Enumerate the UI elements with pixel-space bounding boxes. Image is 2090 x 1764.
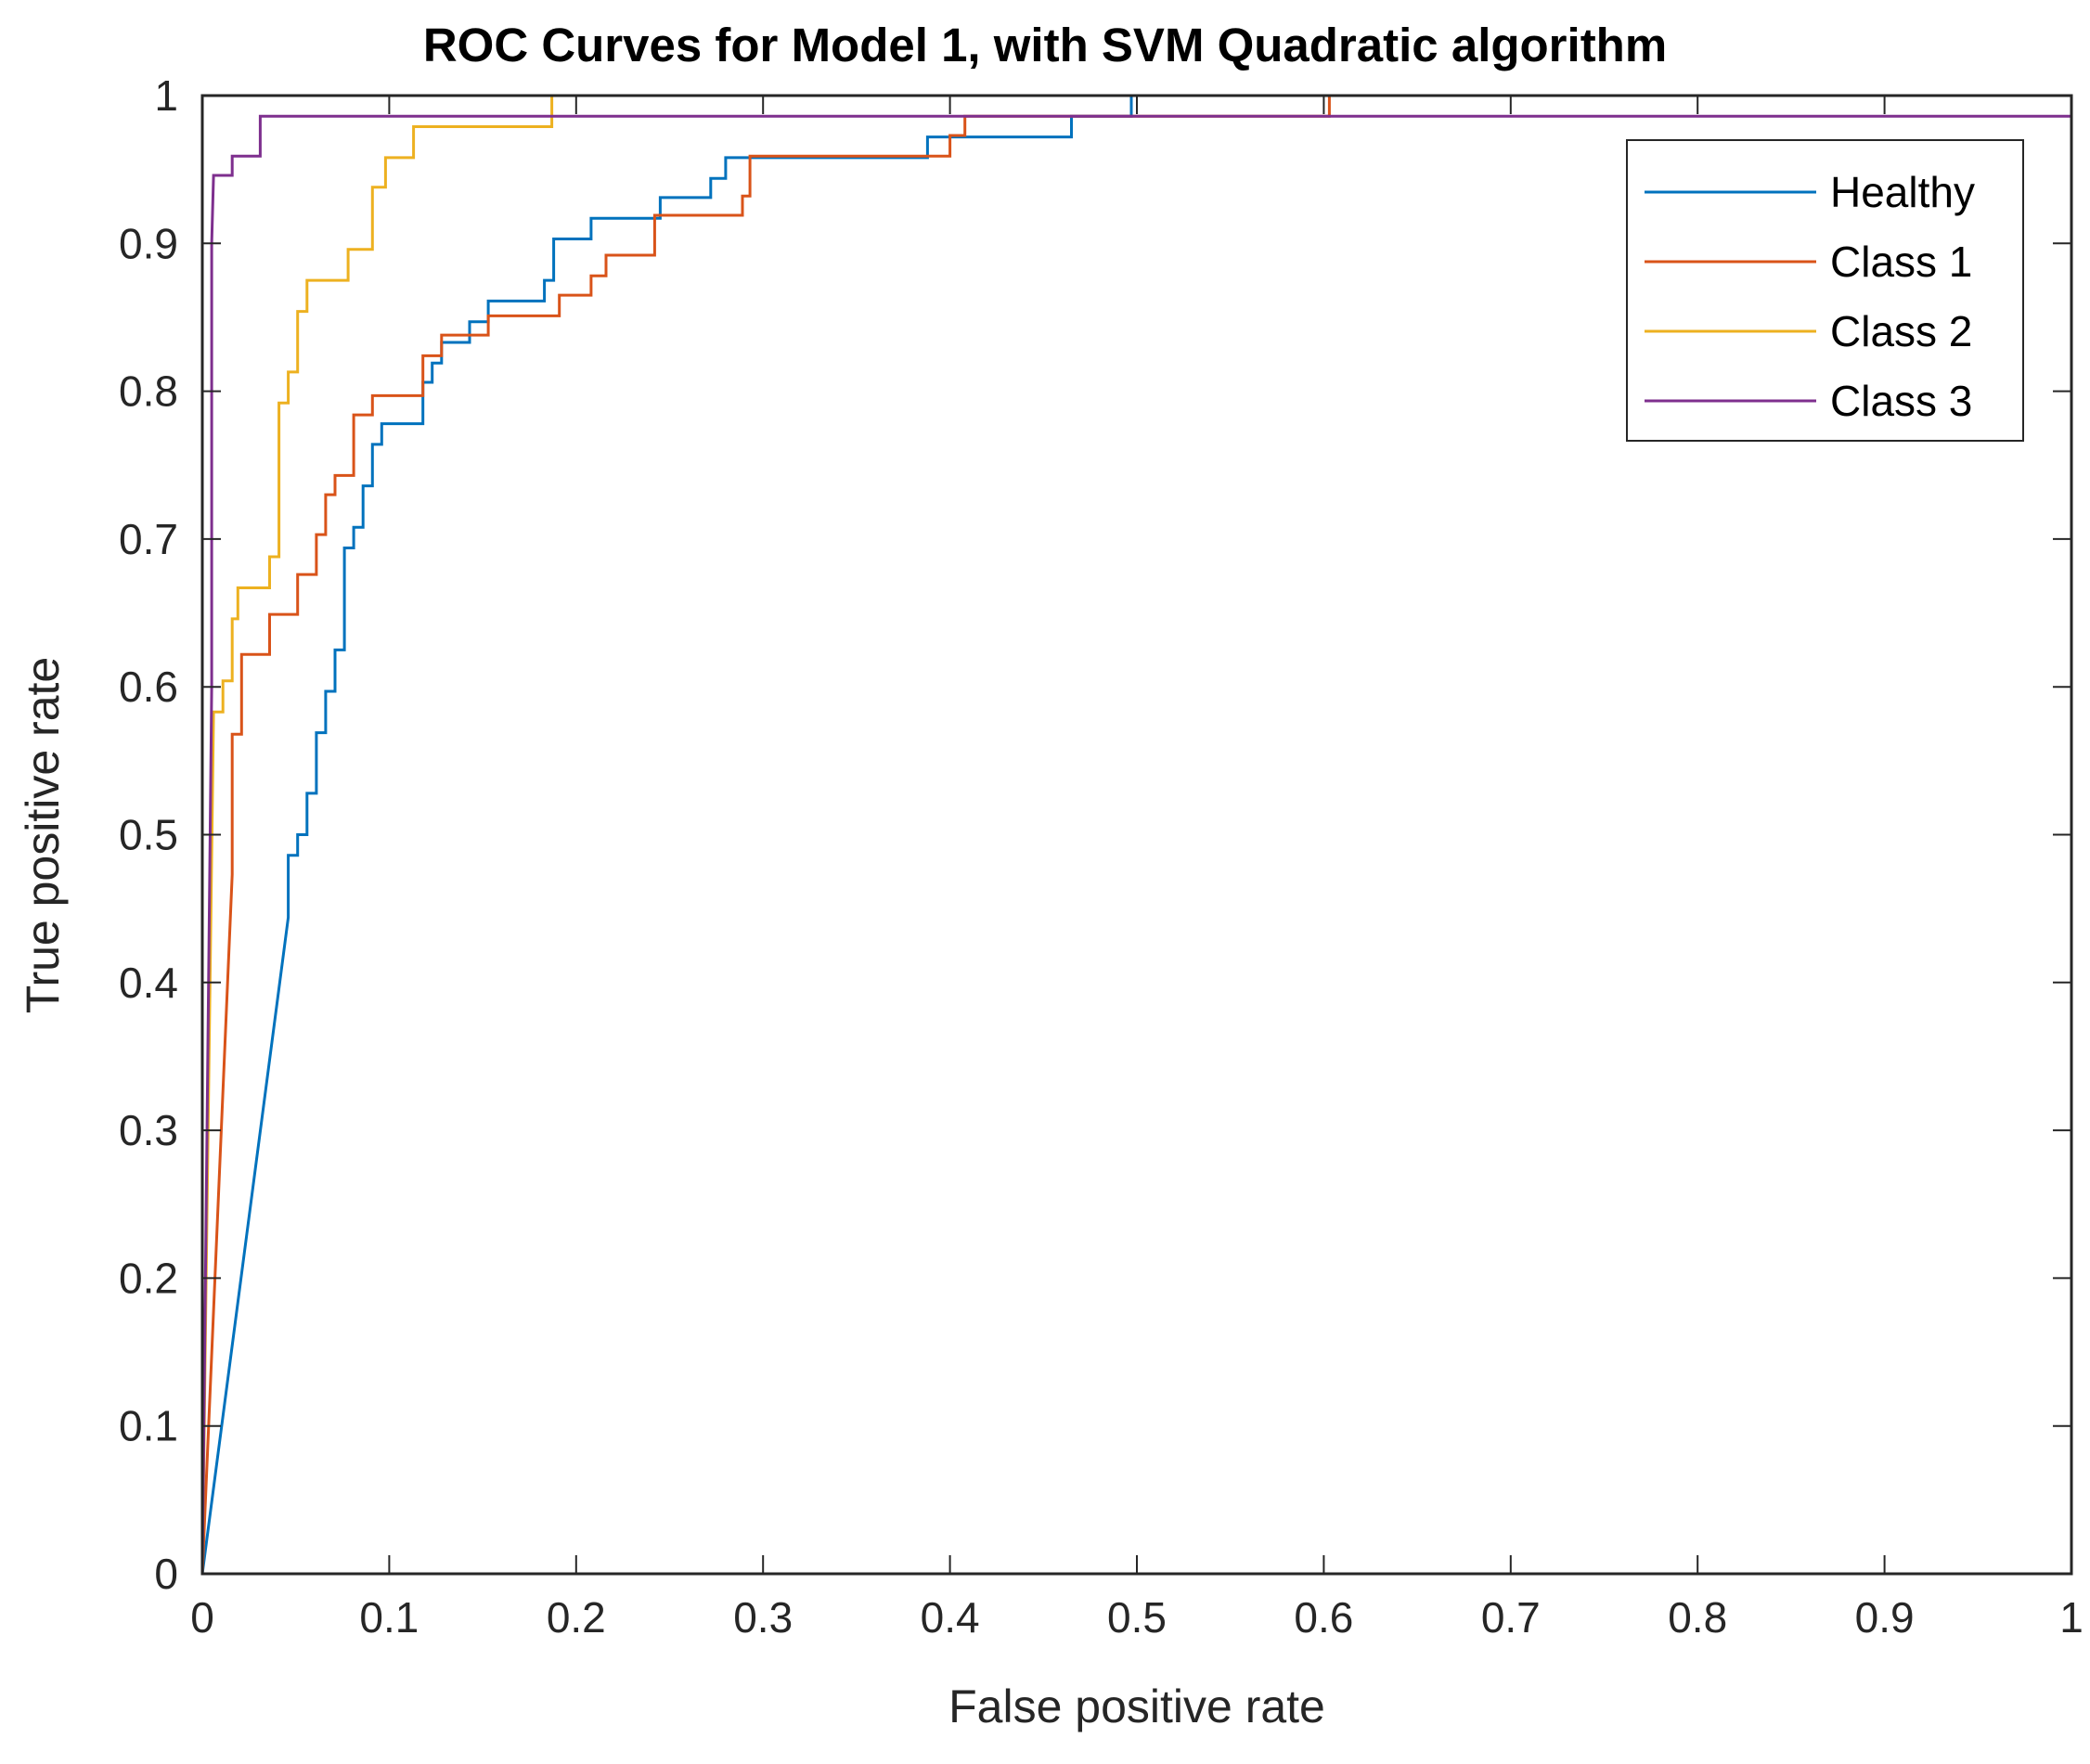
series-line-class-2 <box>200 94 2071 1575</box>
y-tick-label: 0.2 <box>119 1254 178 1302</box>
x-tick-label: 0.6 <box>1294 1593 1353 1642</box>
legend-label-class-3: Class 3 <box>1830 377 1972 425</box>
y-tick-label: 0 <box>154 1550 178 1598</box>
x-tick-label: 0.8 <box>1668 1593 1727 1642</box>
y-tick-label: 0.5 <box>119 811 178 859</box>
legend-label-class-1: Class 1 <box>1830 238 1972 286</box>
series-line-healthy <box>200 94 2071 1575</box>
x-axis-label: False positive rate <box>948 1680 1325 1732</box>
legend-entries: Healthy Class 1 Class 2 Class 3 <box>1645 168 1975 425</box>
legend-box <box>1626 139 2024 442</box>
x-tick-label: 0.7 <box>1481 1593 1541 1642</box>
x-tick-label: 0 <box>190 1593 214 1642</box>
x-tick-label: 0.2 <box>547 1593 606 1642</box>
x-tick-label: 1 <box>2059 1593 2084 1642</box>
x-tick-label: 0.5 <box>1107 1593 1167 1642</box>
x-tick-label: 0.3 <box>733 1593 793 1642</box>
legend-label-class-2: Class 2 <box>1830 307 1972 355</box>
legend-label-healthy: Healthy <box>1830 168 1975 216</box>
y-tick-label: 0.3 <box>119 1106 178 1154</box>
y-tick-label: 0.9 <box>119 219 178 267</box>
ticks-layer: 0 0.1 0.2 0.3 0.4 0.5 0.6 0.7 0.8 0.9 1 0 0.1 0.2 0.3 0… <box>119 71 2084 1642</box>
chart-title: ROC Curves for Model 1, with SVM Quadrat… <box>423 19 1667 71</box>
x-tick-label: 0.4 <box>921 1593 980 1642</box>
x-tick-label: 0.9 <box>1855 1593 1915 1642</box>
legend: Healthy Class 1 Class 2 Class 3 <box>1626 139 2024 442</box>
y-tick-label: 0.6 <box>119 663 178 711</box>
y-axis-label: True positive rate <box>17 657 69 1013</box>
y-tick-label: 0.4 <box>119 959 178 1007</box>
y-tick-label: 0.1 <box>119 1402 178 1450</box>
y-tick-label: 1 <box>154 71 178 120</box>
series-line-class-1 <box>200 94 2071 1575</box>
x-tick-label: 0.1 <box>359 1593 419 1642</box>
y-tick-label: 0.7 <box>119 515 178 563</box>
y-tick-label: 0.8 <box>119 367 178 416</box>
